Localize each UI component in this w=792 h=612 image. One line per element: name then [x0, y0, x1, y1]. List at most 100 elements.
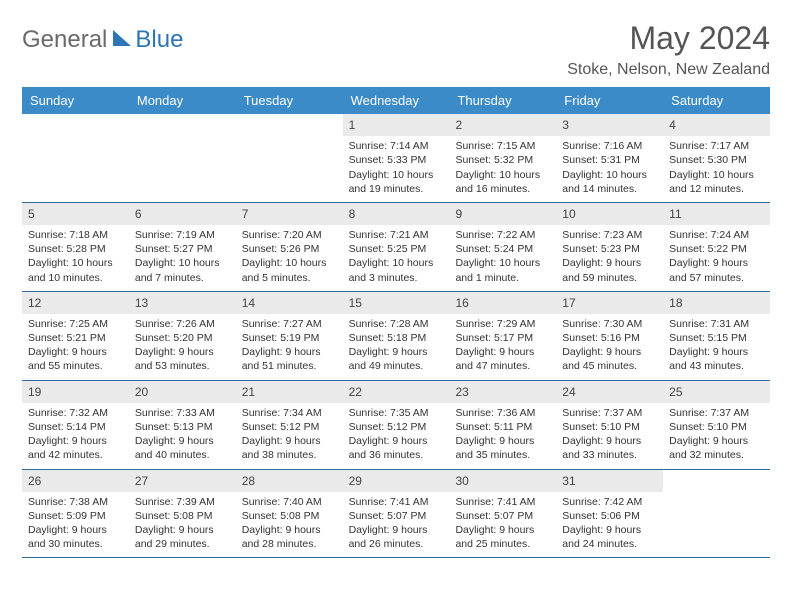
sunset-text: Sunset: 5:26 PM [242, 242, 337, 256]
sunset-text: Sunset: 5:07 PM [349, 509, 444, 523]
calendar-cell: 30Sunrise: 7:41 AMSunset: 5:07 PMDayligh… [449, 470, 556, 558]
calendar-cell: 16Sunrise: 7:29 AMSunset: 5:17 PMDayligh… [449, 292, 556, 380]
day-number: 15 [343, 292, 450, 314]
calendar-cell: 14Sunrise: 7:27 AMSunset: 5:19 PMDayligh… [236, 292, 343, 380]
calendar-cell: 25Sunrise: 7:37 AMSunset: 5:10 PMDayligh… [663, 381, 770, 469]
sunrise-text: Sunrise: 7:16 AM [562, 139, 657, 153]
calendar-cell: 24Sunrise: 7:37 AMSunset: 5:10 PMDayligh… [556, 381, 663, 469]
daylight-text: Daylight: 9 hours and 47 minutes. [455, 345, 550, 373]
calendar-cell: 8 Sunrise: 7:21 AMSunset: 5:25 PMDaylight… [343, 203, 450, 291]
sunset-text: Sunset: 5:11 PM [455, 420, 550, 434]
sunrise-text: Sunrise: 7:23 AM [562, 228, 657, 242]
sunset-text: Sunset: 5:09 PM [28, 509, 123, 523]
logo-text-general: General [22, 26, 107, 54]
calendar-cell: 12Sunrise: 7:25 AMSunset: 5:21 PMDayligh… [22, 292, 129, 380]
daylight-text: Daylight: 9 hours and 24 minutes. [562, 523, 657, 551]
sunrise-text: Sunrise: 7:20 AM [242, 228, 337, 242]
sunrise-text: Sunrise: 7:21 AM [349, 228, 444, 242]
day-number: 4 [663, 114, 770, 136]
sunset-text: Sunset: 5:25 PM [349, 242, 444, 256]
day-number: 22 [343, 381, 450, 403]
daylight-text: Daylight: 9 hours and 49 minutes. [349, 345, 444, 373]
sunset-text: Sunset: 5:27 PM [135, 242, 230, 256]
calendar-cell: 6 Sunrise: 7:19 AMSunset: 5:27 PMDaylight… [129, 203, 236, 291]
day-number: 20 [129, 381, 236, 403]
daylight-text: Daylight: 10 hours and 19 minutes. [349, 168, 444, 196]
sunset-text: Sunset: 5:31 PM [562, 153, 657, 167]
day-header: Thursday [449, 87, 556, 114]
day-number: 13 [129, 292, 236, 314]
calendar-cell: 23Sunrise: 7:36 AMSunset: 5:11 PMDayligh… [449, 381, 556, 469]
calendar-cell: 17Sunrise: 7:30 AMSunset: 5:16 PMDayligh… [556, 292, 663, 380]
daylight-text: Daylight: 9 hours and 33 minutes. [562, 434, 657, 462]
sunrise-text: Sunrise: 7:27 AM [242, 317, 337, 331]
day-header: Sunday [22, 87, 129, 114]
day-number: 30 [449, 470, 556, 492]
logo-sail-icon [111, 28, 133, 53]
sunrise-text: Sunrise: 7:35 AM [349, 406, 444, 420]
sunrise-text: Sunrise: 7:29 AM [455, 317, 550, 331]
sunset-text: Sunset: 5:23 PM [562, 242, 657, 256]
sunrise-text: Sunrise: 7:17 AM [669, 139, 764, 153]
day-header: Monday [129, 87, 236, 114]
daylight-text: Daylight: 9 hours and 57 minutes. [669, 256, 764, 284]
calendar-cell: 29Sunrise: 7:41 AMSunset: 5:07 PMDayligh… [343, 470, 450, 558]
sunrise-text: Sunrise: 7:39 AM [135, 495, 230, 509]
daylight-text: Daylight: 10 hours and 7 minutes. [135, 256, 230, 284]
sunset-text: Sunset: 5:06 PM [562, 509, 657, 523]
day-number: 8 [343, 203, 450, 225]
daylight-text: Daylight: 10 hours and 12 minutes. [669, 168, 764, 196]
day-number: 25 [663, 381, 770, 403]
calendar-cell-empty [663, 470, 770, 558]
daylight-text: Daylight: 10 hours and 1 minute. [455, 256, 550, 284]
daylight-text: Daylight: 9 hours and 42 minutes. [28, 434, 123, 462]
calendar-cell: 19Sunrise: 7:32 AMSunset: 5:14 PMDayligh… [22, 381, 129, 469]
day-header: Friday [556, 87, 663, 114]
sunrise-text: Sunrise: 7:34 AM [242, 406, 337, 420]
day-number: 26 [22, 470, 129, 492]
sunset-text: Sunset: 5:10 PM [562, 420, 657, 434]
sunrise-text: Sunrise: 7:24 AM [669, 228, 764, 242]
sunrise-text: Sunrise: 7:38 AM [28, 495, 123, 509]
sunrise-text: Sunrise: 7:19 AM [135, 228, 230, 242]
calendar-cell: 4 Sunrise: 7:17 AMSunset: 5:30 PMDaylight… [663, 114, 770, 202]
calendar-cell: 3Sunrise: 7:16 AMSunset: 5:31 PMDaylight… [556, 114, 663, 202]
calendar-cell: 26Sunrise: 7:38 AMSunset: 5:09 PMDayligh… [22, 470, 129, 558]
sunset-text: Sunset: 5:07 PM [455, 509, 550, 523]
day-number: 14 [236, 292, 343, 314]
sunset-text: Sunset: 5:19 PM [242, 331, 337, 345]
day-number: 12 [22, 292, 129, 314]
daylight-text: Daylight: 9 hours and 29 minutes. [135, 523, 230, 551]
sunrise-text: Sunrise: 7:25 AM [28, 317, 123, 331]
day-number: 11 [663, 203, 770, 225]
day-number: 6 [129, 203, 236, 225]
sunset-text: Sunset: 5:22 PM [669, 242, 764, 256]
sunrise-text: Sunrise: 7:28 AM [349, 317, 444, 331]
day-number: 31 [556, 470, 663, 492]
sunset-text: Sunset: 5:08 PM [135, 509, 230, 523]
sunset-text: Sunset: 5:21 PM [28, 331, 123, 345]
sunset-text: Sunset: 5:33 PM [349, 153, 444, 167]
sunrise-text: Sunrise: 7:37 AM [669, 406, 764, 420]
calendar-cell-empty [236, 114, 343, 202]
calendar-body: 1Sunrise: 7:14 AMSunset: 5:33 PMDaylight… [22, 114, 770, 558]
calendar-cell: 20Sunrise: 7:33 AMSunset: 5:13 PMDayligh… [129, 381, 236, 469]
sunset-text: Sunset: 5:12 PM [242, 420, 337, 434]
day-number: 16 [449, 292, 556, 314]
daylight-text: Daylight: 9 hours and 59 minutes. [562, 256, 657, 284]
calendar-cell: 9Sunrise: 7:22 AMSunset: 5:24 PMDaylight… [449, 203, 556, 291]
daylight-text: Daylight: 10 hours and 3 minutes. [349, 256, 444, 284]
daylight-text: Daylight: 9 hours and 45 minutes. [562, 345, 657, 373]
calendar-cell: 7Sunrise: 7:20 AMSunset: 5:26 PMDaylight… [236, 203, 343, 291]
header: General Blue May 2024 Stoke, Nelson, New… [22, 20, 770, 79]
sunrise-text: Sunrise: 7:41 AM [349, 495, 444, 509]
calendar: SundayMondayTuesdayWednesdayThursdayFrid… [22, 87, 770, 558]
day-header: Saturday [663, 87, 770, 114]
daylight-text: Daylight: 9 hours and 32 minutes. [669, 434, 764, 462]
calendar-cell: 13Sunrise: 7:26 AMSunset: 5:20 PMDayligh… [129, 292, 236, 380]
calendar-row: 19Sunrise: 7:32 AMSunset: 5:14 PMDayligh… [22, 381, 770, 470]
sunset-text: Sunset: 5:30 PM [669, 153, 764, 167]
sunrise-text: Sunrise: 7:32 AM [28, 406, 123, 420]
calendar-cell: 5Sunrise: 7:18 AMSunset: 5:28 PMDaylight… [22, 203, 129, 291]
calendar-cell: 15Sunrise: 7:28 AMSunset: 5:18 PMDayligh… [343, 292, 450, 380]
